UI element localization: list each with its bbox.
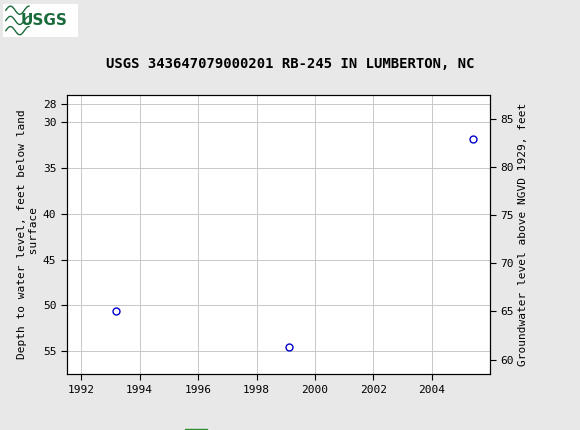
Text: USGS 343647079000201 RB-245 IN LUMBERTON, NC: USGS 343647079000201 RB-245 IN LUMBERTON… [106,57,474,71]
Y-axis label: Groundwater level above NGVD 1929, feet: Groundwater level above NGVD 1929, feet [518,103,528,366]
Y-axis label: Depth to water level, feet below land
 surface: Depth to water level, feet below land su… [17,110,39,359]
Legend: Period of approved data: Period of approved data [181,425,376,430]
Text: USGS: USGS [21,13,68,28]
Bar [3,4,78,37]
